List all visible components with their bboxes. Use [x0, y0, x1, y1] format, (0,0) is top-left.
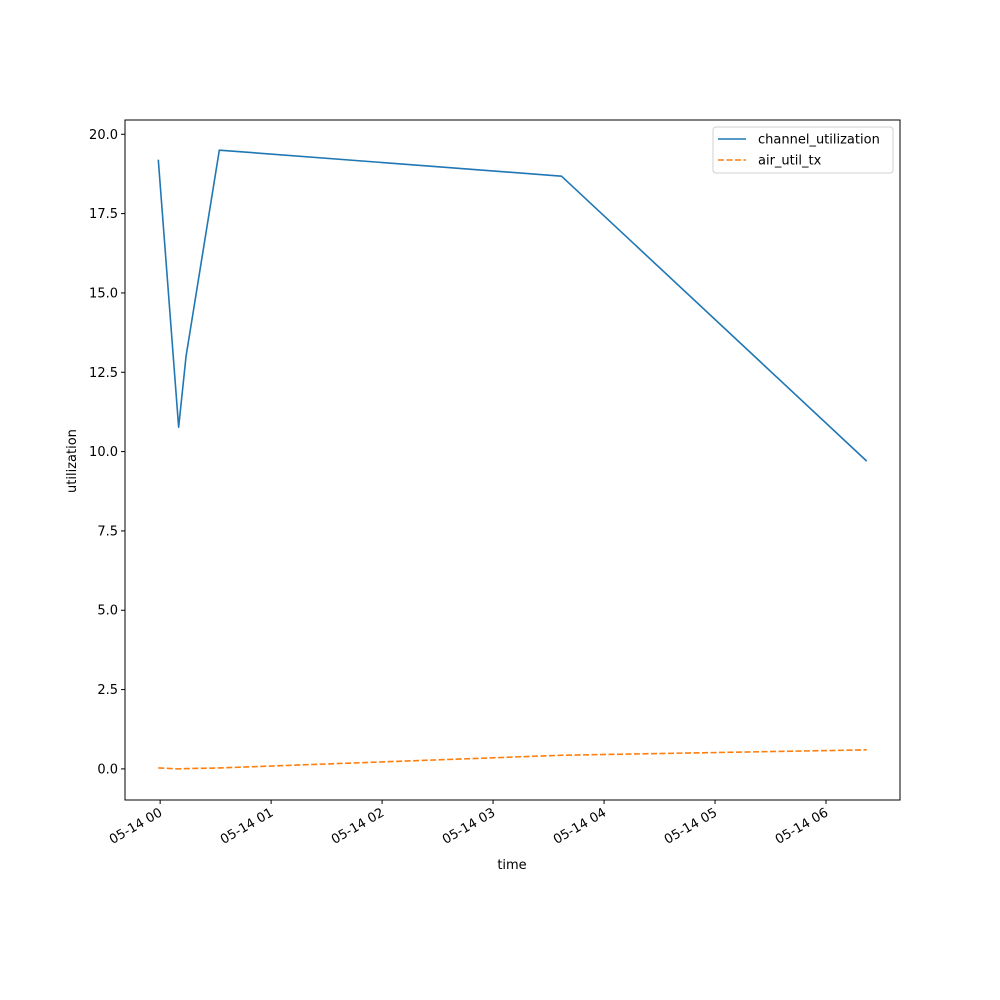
y-tick-label: 10.0: [89, 445, 118, 460]
y-tick-label: 20.0: [89, 128, 118, 143]
y-tick-label: 17.5: [89, 207, 118, 222]
y-tick-label: 7.5: [97, 524, 118, 539]
legend: channel_utilization air_util_tx: [712, 126, 894, 174]
plot-area: [157, 149, 868, 770]
axes-frame: [124, 119, 901, 801]
series-line-air_util_tx: [158, 749, 867, 770]
y-tick-label: 2.5: [97, 683, 118, 698]
y-axis-label: utilization: [65, 429, 80, 493]
x-axis-label: time: [497, 858, 526, 873]
y-tick-label: 12.5: [89, 366, 118, 381]
series-line-channel_utilization: [157, 149, 868, 462]
y-tick-label: 15.0: [89, 286, 118, 301]
legend-label-channel_utilization: channel_utilization: [758, 133, 880, 148]
legend-box: [712, 126, 894, 174]
y-tick-label: 5.0: [97, 604, 118, 619]
y-tick-label: 0.0: [97, 762, 118, 777]
legend-label-air_util_tx: air_util_tx: [758, 154, 822, 169]
